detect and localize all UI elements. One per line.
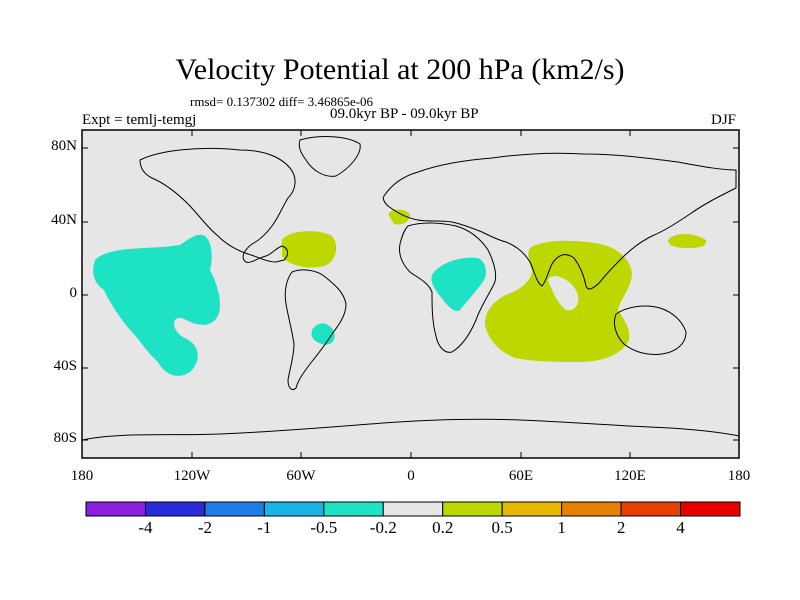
lat-label: 40S	[53, 358, 77, 374]
south-america-coastline	[284, 269, 347, 391]
pacific-positive-region	[668, 234, 707, 248]
antarctica-coastline	[81, 418, 740, 441]
indian-ocean-positive-region	[484, 240, 632, 362]
colorbar-label: 0.5	[491, 518, 513, 537]
map-title: Velocity Potential at 200 hPa (km2/s)	[175, 53, 625, 86]
colorbar-label: -4	[138, 518, 153, 537]
stats-text: rmsd= 0.137302 diff= 3.46865e-06	[190, 94, 374, 109]
colorbar-label: 1	[557, 518, 566, 537]
greenland-coastline	[298, 136, 361, 177]
colorbar-label: -1	[257, 518, 272, 537]
colorbar-label: 4	[676, 518, 685, 537]
lat-label: 0	[69, 285, 78, 301]
colorbar-swatch	[85, 501, 146, 517]
lon-label: 120W	[173, 468, 211, 484]
lat-label: 40N	[51, 212, 77, 228]
colorbar-swatch	[382, 501, 444, 517]
experiment-label: Expt = temlj-temgj	[82, 112, 197, 128]
colorbar	[85, 501, 741, 517]
positive-regions	[282, 209, 707, 362]
pacific-negative-region	[93, 234, 221, 376]
caribbean-positive-region	[282, 231, 337, 268]
colorbar-swatch	[620, 501, 682, 517]
colorbar-swatch	[323, 501, 384, 517]
colorbar-swatch	[501, 501, 563, 517]
lat-label: 80S	[53, 430, 77, 446]
lon-label: 180	[70, 468, 94, 484]
lon-label: 60W	[286, 468, 316, 484]
colorbar-swatch	[144, 501, 206, 517]
lon-label: 60E	[508, 468, 534, 484]
north-america-coastline	[139, 147, 296, 263]
colorbar-label: -0.5	[310, 518, 338, 537]
lat-label: 80N	[51, 138, 77, 154]
colorbar-label: -2	[197, 518, 212, 537]
lon-label: 180	[727, 468, 751, 484]
africa-coastline	[399, 222, 497, 353]
lon-label: 0	[407, 468, 415, 484]
mediterranean-positive-region	[388, 209, 410, 225]
colorbar-label: 2	[616, 518, 626, 537]
colorbar-swatch	[442, 501, 503, 517]
season-label: DJF	[711, 112, 737, 128]
coastlines	[81, 136, 740, 441]
lon-label: 120E	[614, 468, 646, 484]
colorbar-swatch	[263, 501, 325, 517]
period-label: 09.0kyr BP - 09.0kyr BP	[330, 106, 479, 122]
colorbar-label: -0.2	[369, 518, 397, 537]
negative-regions	[93, 234, 486, 376]
colorbar-label: 0.2	[432, 518, 454, 537]
africa-negative-region	[431, 257, 486, 311]
axis-ticks	[81, 130, 740, 458]
colorbar-swatch	[680, 501, 741, 517]
australia-coastline	[613, 305, 687, 355]
eurasia-coastline	[382, 152, 737, 290]
colorbar-swatch	[204, 501, 265, 517]
colorbar-swatch	[561, 501, 622, 517]
